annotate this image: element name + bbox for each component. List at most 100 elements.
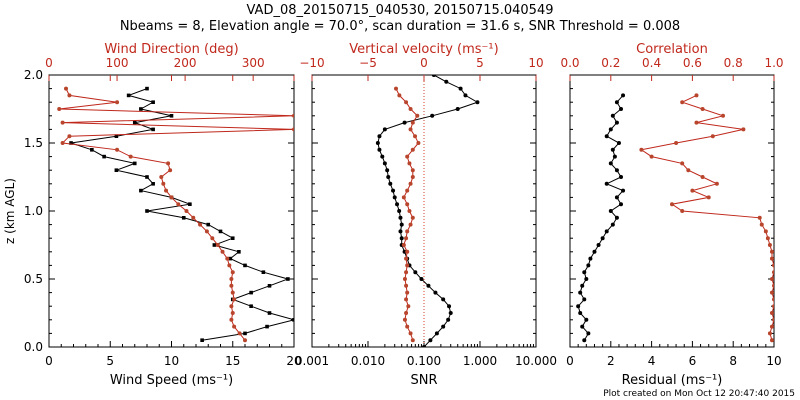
panel1-series-wind-speed [69, 86, 294, 342]
panel3-point [757, 215, 762, 220]
panel3-bottom-tick-label: 4 [648, 354, 656, 368]
panel1-point [57, 107, 62, 111]
panel2-point [426, 283, 431, 288]
panel3-point [772, 317, 774, 322]
panel3-point [674, 141, 679, 145]
panel2-point [382, 127, 387, 132]
panel1-point [181, 216, 186, 220]
panel1-point [60, 141, 65, 145]
panel3-top-tick-label: 0.4 [642, 56, 661, 70]
panel2-top-tick-label: −5 [359, 56, 377, 70]
panel1-point [227, 263, 232, 268]
panel3-point [604, 134, 609, 139]
panel2-point [405, 202, 410, 207]
panel2-point [404, 100, 409, 105]
panel1-point [188, 202, 192, 206]
panel1-point [67, 134, 72, 139]
panel2-point [377, 134, 382, 139]
panel1-point [225, 256, 230, 261]
panel2-x-axis-label: SNR [410, 373, 437, 388]
panel1-point [67, 93, 72, 98]
panel1-point [90, 148, 94, 152]
panel3: 0 2 4 6 8 10 0.0 0.2 0.4 0.6 0.8 1.0 Residual (ms⁻¹)… [560, 42, 783, 388]
panel1-point [200, 338, 204, 342]
panel3-point [694, 120, 699, 125]
panel2-point [404, 311, 409, 315]
panel3-point [741, 127, 746, 132]
panel1-point [151, 127, 155, 132]
panel1-bottom-tick-label: 0 [45, 354, 53, 368]
panel2-point [430, 113, 435, 118]
panel2-point [455, 107, 460, 111]
panel2-point [405, 290, 410, 295]
panel2-point [410, 338, 415, 343]
panel1-series-line [70, 88, 294, 341]
panel1-point [210, 236, 215, 241]
panel3-point [584, 317, 589, 322]
panel2-bottom-tick-label: 1.000 [463, 354, 497, 368]
panel2-point [463, 93, 468, 98]
panel1-point [237, 331, 242, 336]
panel3-point [769, 290, 774, 295]
panel1-series-wind-direction [57, 86, 294, 343]
panel2-point [431, 75, 436, 77]
panel3-series-line [640, 94, 774, 341]
panel1-point [212, 243, 217, 247]
panel2-point [402, 317, 407, 322]
panel3-top-tick-label: 0.2 [601, 56, 620, 70]
panel2: 0.001 0.010 0.100 1.000 10.000 −10 −5 0 5 10 SNR Ve… [295, 42, 557, 388]
panel1-bottom-tick-label: 5 [106, 354, 114, 368]
panel2-point [413, 270, 418, 275]
panel1-point [126, 93, 131, 98]
panel2-top-axis-label: Vertical velocity (ms⁻¹) [349, 42, 498, 57]
panel3-point [610, 222, 615, 227]
panel1-point [115, 100, 120, 105]
panel1-point [265, 324, 269, 329]
panel2-point [447, 304, 452, 309]
panel1-point [145, 209, 149, 213]
panel2-top-tick-label: 5 [476, 56, 484, 70]
panel2-series-line [377, 75, 479, 347]
panel3-point [621, 93, 626, 98]
panel2-point [385, 168, 390, 173]
panel1-point [292, 113, 294, 118]
panel3-point [670, 202, 674, 207]
panel1-y-tick-label: 0.5 [24, 272, 43, 286]
panel3-x-axis-label: Residual (ms⁻¹) [622, 373, 723, 388]
panel2-point [410, 175, 415, 179]
panel2-bottom-tick-label: 0.001 [295, 354, 329, 368]
panel3-point [769, 324, 774, 329]
panel1-point [102, 154, 106, 159]
panel2-point [394, 86, 398, 91]
panel1-point [230, 236, 235, 240]
panel3-point [772, 270, 774, 275]
footer-text: Plot created on Mon Oct 12 20:47:40 2015 [603, 389, 795, 399]
panel2-point [405, 324, 410, 329]
panel3-point [610, 147, 615, 152]
panel3-point [700, 107, 705, 111]
panel2-point [402, 120, 407, 125]
panel3-point [586, 263, 591, 268]
panel2-point [407, 209, 412, 213]
panel3-top-tick-label: 0.8 [724, 56, 743, 70]
panel1-point [232, 297, 237, 302]
panel2-point [404, 236, 409, 241]
panel1-point [161, 181, 166, 186]
panel2-point [416, 141, 421, 145]
panel1-top-tick-label: 0 [45, 56, 53, 70]
panel2-point [377, 147, 382, 152]
panel1-point [64, 86, 69, 91]
panel2-point [388, 181, 393, 186]
panel2-point [448, 311, 453, 315]
panel2-bottom-tick-label: 0.100 [407, 354, 441, 368]
panel2-point [407, 161, 412, 166]
panel1-point [176, 202, 181, 207]
panel1-point [243, 263, 247, 268]
panel2-point [446, 317, 451, 322]
panel3-point [772, 263, 774, 268]
chart-title-line1: VAD_08_20150715_040530, 20150715.040549 [247, 3, 554, 18]
panel3-point [582, 338, 587, 343]
panel1-top-tick-label: 300 [242, 56, 265, 70]
panel1-point [292, 318, 294, 322]
